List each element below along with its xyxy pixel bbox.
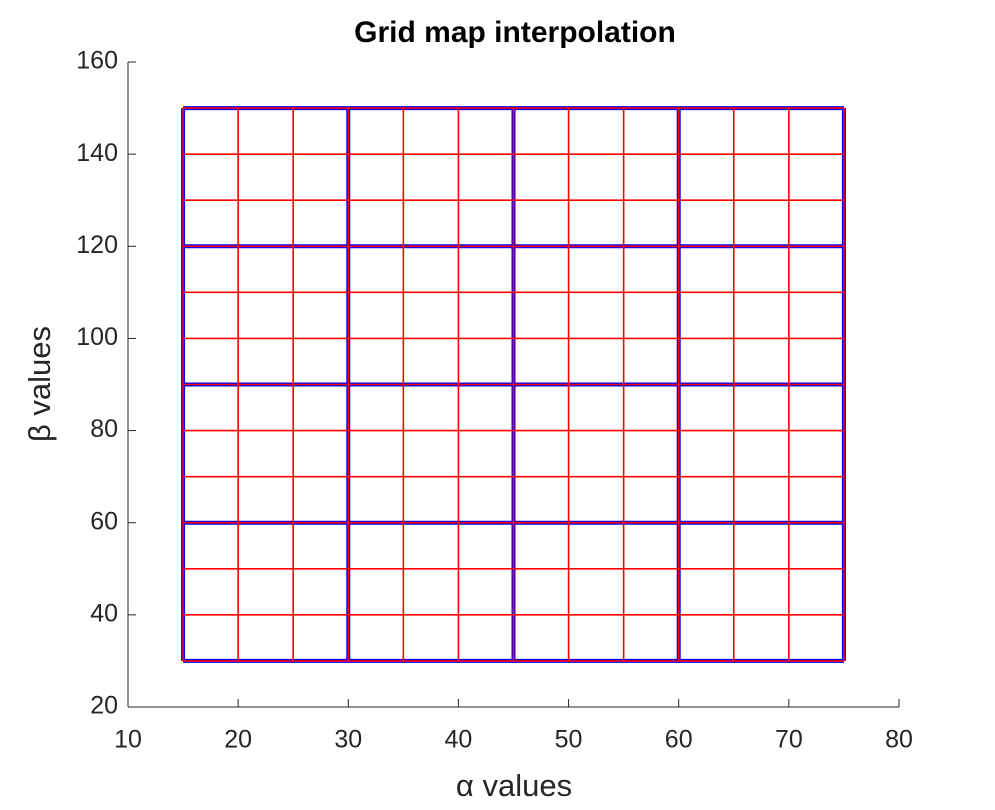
x-tick-label: 60 — [665, 726, 693, 754]
y-tick-label: 100 — [76, 323, 118, 351]
chart-title: Grid map interpolation — [354, 16, 676, 49]
y-tick-label: 80 — [90, 415, 118, 443]
y-tick-label: 20 — [90, 692, 118, 720]
x-tick-label: 10 — [114, 726, 142, 754]
y-tick-label: 60 — [90, 507, 118, 535]
y-tick-label: 120 — [76, 231, 118, 259]
x-tick-label: 40 — [445, 726, 473, 754]
y-tick-label: 160 — [76, 47, 118, 75]
y-tick-label: 40 — [90, 599, 118, 627]
x-tick-label: 50 — [555, 726, 583, 754]
y-tick-label: 140 — [76, 139, 118, 167]
x-tick-label: 30 — [334, 726, 362, 754]
y-axis-label: β values — [22, 326, 57, 442]
x-tick-label: 80 — [885, 726, 913, 754]
x-axis-label: α values — [456, 768, 572, 803]
x-tick-label: 20 — [224, 726, 252, 754]
x-tick-label: 70 — [775, 726, 803, 754]
